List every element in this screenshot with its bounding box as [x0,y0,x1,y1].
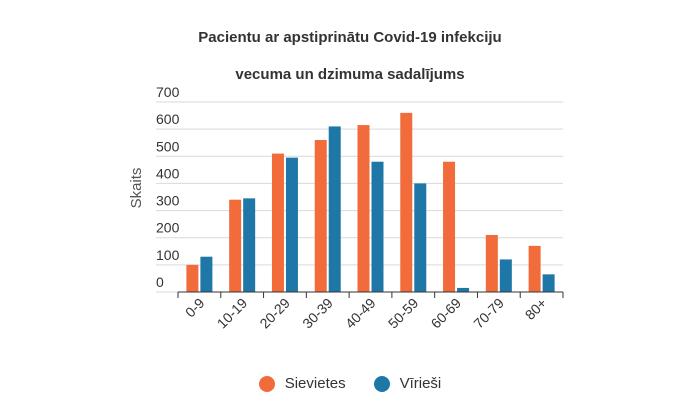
legend-swatch-viriesi [373,375,390,392]
bar-sievietes-30-39 [314,140,327,292]
bar-sievietes-10-19 [229,199,242,292]
legend: Sievietes Vīrieši [0,375,700,392]
bar-sievietes-50-59 [400,112,413,292]
bar-viriesi-30-39 [328,126,341,292]
x-tick-label: 20-29 [256,295,293,332]
bar-viriesi-0-9 [200,256,213,292]
x-tick-label: 10-19 [214,295,251,332]
y-tick-label: 400 [156,165,180,181]
y-axis-label: Skaits [128,168,145,209]
legend-label-viriesi: Vīrieši [399,375,442,392]
bar-sievietes-80+ [528,245,541,292]
bar-viriesi-40-49 [371,161,384,292]
legend-swatch-sievietes [258,375,275,392]
bar-sievietes-20-29 [271,153,284,292]
y-tick-label: 100 [156,247,180,263]
x-tick-label: 70-79 [470,295,507,332]
y-tick-label: 600 [156,111,180,127]
bar-viriesi-10-19 [243,198,256,292]
x-tick-label: 60-69 [428,295,465,332]
x-tick-label: 50-59 [385,295,422,332]
x-tick-label: 0-9 [182,295,208,321]
y-tick-label: 200 [156,220,180,236]
bar-sievietes-60-69 [443,161,456,292]
chart-title-line-2: vecuma un dzimuma sadalījums [235,66,465,83]
x-tick-label: 30-39 [299,295,336,332]
legend-item-sievietes: Sievietes [258,375,346,392]
y-tick-label: 300 [156,193,180,209]
bar-viriesi-80+ [542,274,555,292]
x-tick-label: 40-49 [342,295,379,332]
y-axis-ticks: 0 100 200 300 400 500 600 700 [156,84,180,290]
bar-viriesi-70-79 [499,259,512,292]
chart-title-line-1: Pacientu ar apstiprinātu Covid-19 infekc… [198,29,502,46]
y-tick-label: 500 [156,138,180,154]
legend-label-sievietes: Sievietes [284,375,346,392]
x-axis: 0-9 10-19 20-29 30-39 40-49 50-59 60-69 70-79 80… [177,291,564,332]
bar-sievietes-70-79 [485,235,498,292]
bar-sievietes-0-9 [186,264,199,292]
bars [186,112,555,292]
y-tick-label: 700 [156,84,180,100]
bar-viriesi-60-69 [457,287,470,292]
legend-item-virie-si: Vīrieši [373,375,442,392]
x-tick-label: 80+ [522,295,550,323]
y-tick-label: 0 [156,274,164,290]
bar-viriesi-50-59 [414,183,427,292]
bar-sievietes-40-49 [357,125,370,292]
bar-viriesi-20-29 [285,157,298,292]
